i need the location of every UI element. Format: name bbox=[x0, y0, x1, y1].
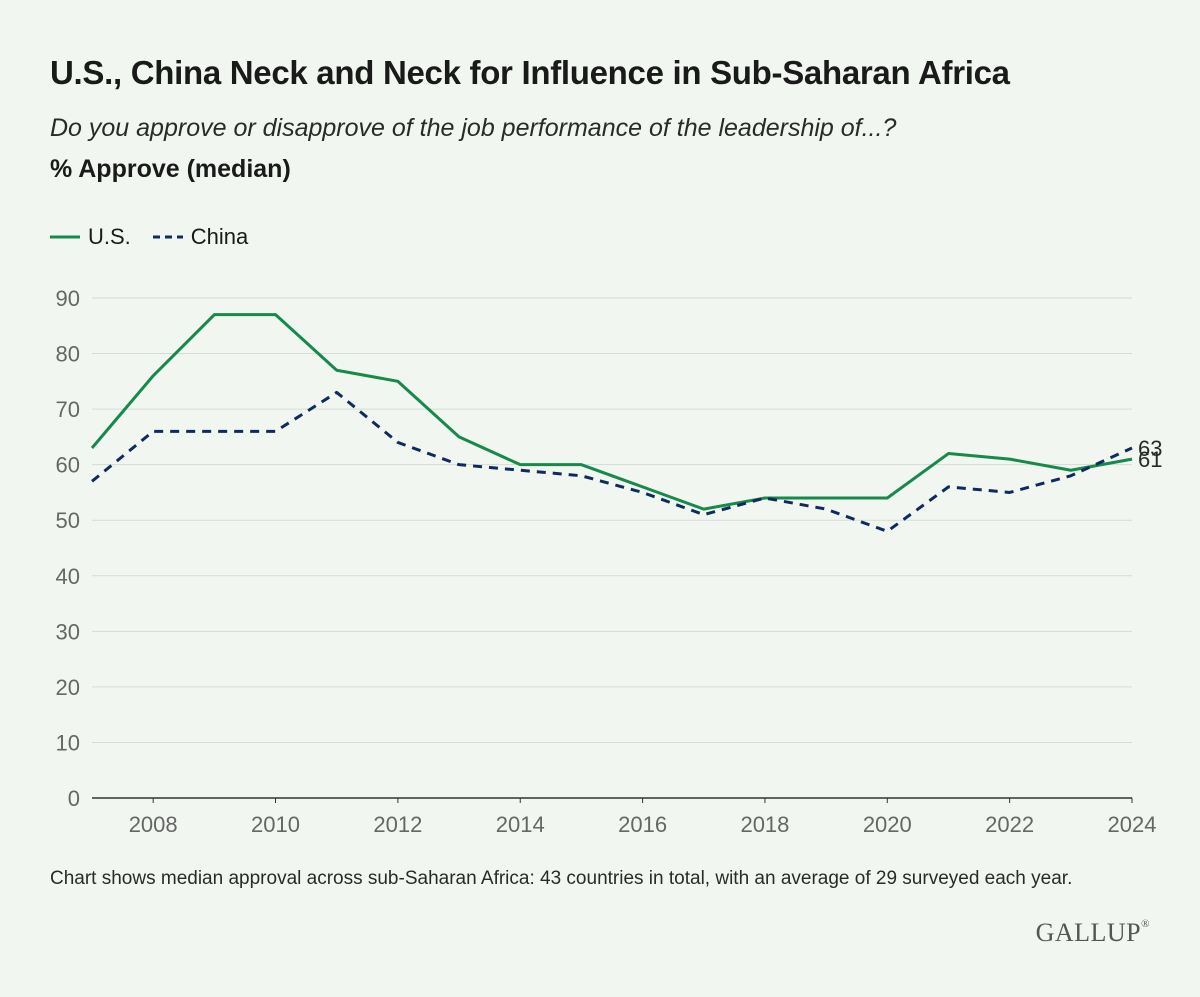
legend-label-us: U.S. bbox=[88, 224, 131, 249]
line-chart: 0 10 20 30 40 50 60 70 80 90 2008 2010 2012 2014 2016 2… bbox=[56, 286, 1163, 837]
y-tick-label: 90 bbox=[56, 286, 80, 311]
gallup-logo: GALLUP® bbox=[1036, 918, 1150, 948]
logo-text: GALLUP bbox=[1035, 918, 1142, 947]
chart-subtitle: Do you approve or disapprove of the job … bbox=[50, 114, 897, 142]
legend-item-china: China bbox=[152, 224, 249, 250]
legend-label-china: China bbox=[190, 224, 249, 249]
chart-footnote: Chart shows median approval across sub-S… bbox=[50, 868, 1073, 889]
logo-trademark: ® bbox=[1141, 918, 1150, 930]
x-tick-label: 2010 bbox=[251, 812, 300, 837]
y-tick-label: 30 bbox=[56, 619, 80, 644]
y-tick-label: 20 bbox=[56, 675, 80, 700]
x-tick-label: 2022 bbox=[985, 812, 1034, 837]
y-tick-label: 0 bbox=[68, 786, 80, 811]
series-line-china bbox=[91, 390, 1133, 533]
x-tick-label: 2024 bbox=[1108, 812, 1157, 837]
end-label-china: 63 bbox=[1138, 436, 1162, 461]
x-tick-label: 2008 bbox=[129, 812, 178, 837]
y-tick-label: 70 bbox=[56, 397, 80, 422]
y-tick-label: 60 bbox=[56, 453, 80, 478]
x-tick-label: 2014 bbox=[496, 812, 545, 837]
legend-swatch-us bbox=[50, 235, 80, 239]
chart-legend: U.S. China bbox=[50, 224, 270, 250]
measure-label: % Approve (median) bbox=[50, 155, 291, 183]
series-line-us bbox=[90, 313, 1133, 511]
x-tick-label: 2012 bbox=[373, 812, 422, 837]
y-tick-label: 40 bbox=[56, 564, 80, 589]
y-tick-label: 10 bbox=[56, 730, 80, 755]
y-tick-label: 50 bbox=[56, 508, 80, 533]
y-tick-label: 80 bbox=[56, 342, 80, 367]
end-label-us: 61 bbox=[1138, 447, 1162, 472]
x-tick-label: 2016 bbox=[618, 812, 667, 837]
chart-title: U.S., China Neck and Neck for Influence … bbox=[50, 54, 1010, 91]
x-tick-label: 2018 bbox=[740, 812, 789, 837]
legend-swatch-china bbox=[152, 235, 183, 239]
x-tick-label: 2020 bbox=[863, 812, 912, 837]
legend-item-us: U.S. bbox=[50, 224, 131, 250]
